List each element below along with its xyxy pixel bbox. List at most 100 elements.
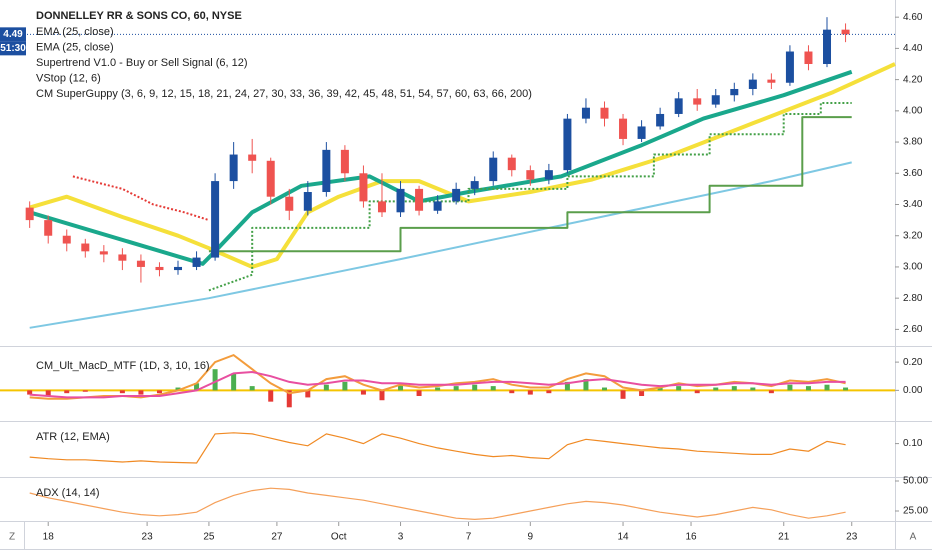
overlay-line xyxy=(29,161,852,329)
candle-body xyxy=(489,157,498,182)
candle-body xyxy=(674,98,683,114)
y-tick-label: 3.40 xyxy=(903,199,923,210)
countdown: 51:30 xyxy=(0,43,26,54)
legend-entry: Supertrend V1.0 - Buy or Sell Signal (6,… xyxy=(36,57,248,69)
histogram-bar xyxy=(453,386,459,391)
pane-title: CM_Ult_MacD_MTF (1D, 3, 10, 16) xyxy=(36,360,210,372)
y-tick-label: 2.60 xyxy=(903,324,923,335)
y-tick-label: 50.00 xyxy=(903,476,928,487)
overlay-line xyxy=(72,175,210,222)
candle-body xyxy=(229,154,238,182)
x-tick-label: 27 xyxy=(271,532,283,543)
y-tick-label: 3.60 xyxy=(903,168,923,179)
candle-body xyxy=(396,188,405,213)
histogram-bar xyxy=(676,386,682,391)
histogram-bar xyxy=(601,387,607,391)
histogram-bar xyxy=(472,384,478,391)
candle-body xyxy=(248,154,257,161)
candle-body xyxy=(62,235,71,244)
corner-right: A xyxy=(910,532,917,543)
y-tick-label: 3.00 xyxy=(903,262,923,273)
histogram-bar xyxy=(194,383,200,391)
chart-title: DONNELLEY RR & SONS CO, 60, NYSE xyxy=(36,10,242,22)
candle-body xyxy=(118,254,127,261)
overlay-line xyxy=(29,69,853,266)
y-tick-label: 0.00 xyxy=(903,385,923,396)
x-tick-label: 7 xyxy=(466,532,472,543)
candle-body xyxy=(581,107,590,119)
histogram-bar xyxy=(490,386,496,391)
indicator-line xyxy=(29,370,846,399)
corner-left: Z xyxy=(9,532,15,543)
legend-entry: CM SuperGuppy (3, 6, 9, 12, 15, 18, 21, … xyxy=(36,88,532,100)
histogram-bar xyxy=(843,387,849,391)
x-tick-label: Oct xyxy=(331,532,347,543)
x-tick-label: 25 xyxy=(203,532,215,543)
candle-body xyxy=(25,207,34,221)
legend-entry: EMA (25, close) xyxy=(36,41,114,53)
x-tick-label: 3 xyxy=(398,532,404,543)
y-tick-label: 25.00 xyxy=(903,506,928,517)
histogram-bar xyxy=(286,390,292,408)
histogram-bar xyxy=(768,390,774,394)
y-tick-label: 4.20 xyxy=(903,74,923,85)
candle-body xyxy=(285,196,294,211)
indicator-line xyxy=(29,432,846,464)
y-tick-label: 4.00 xyxy=(903,105,923,116)
overlay-line xyxy=(208,116,852,253)
histogram-bar xyxy=(620,390,626,399)
candle-body xyxy=(44,220,53,236)
histogram-bar xyxy=(323,384,329,391)
histogram-bar xyxy=(824,384,830,391)
candle-body xyxy=(526,170,535,180)
histogram-bar xyxy=(546,390,552,394)
candle-body xyxy=(563,118,572,171)
histogram-bar xyxy=(360,390,366,395)
x-tick-label: 23 xyxy=(142,532,154,543)
legend-entry: EMA (25, close) xyxy=(36,26,114,38)
candle-body xyxy=(192,257,201,267)
candle-body xyxy=(767,79,776,83)
y-tick-label: 3.80 xyxy=(903,137,923,148)
candle-body xyxy=(656,113,665,127)
histogram-bar xyxy=(435,387,441,391)
histogram-bar xyxy=(305,390,311,398)
x-tick-label: 18 xyxy=(43,532,55,543)
x-tick-label: 16 xyxy=(685,532,697,543)
histogram-bar xyxy=(509,390,515,394)
histogram-bar xyxy=(212,369,218,391)
histogram-bar xyxy=(564,381,570,391)
histogram-bar xyxy=(639,390,645,396)
histogram-bar xyxy=(657,387,663,391)
candle-body xyxy=(470,181,479,189)
histogram-bar xyxy=(82,390,88,392)
candle-body xyxy=(711,95,720,105)
histogram-bar xyxy=(527,390,533,395)
candle-body xyxy=(340,149,349,174)
x-tick-label: 21 xyxy=(778,532,790,543)
histogram-bar xyxy=(713,387,719,391)
candle-body xyxy=(136,260,145,267)
histogram-bar xyxy=(175,387,181,391)
candle-body xyxy=(155,266,164,271)
candle-body xyxy=(544,170,553,180)
histogram-bar xyxy=(45,390,51,396)
candle-body xyxy=(266,160,275,197)
candle-body xyxy=(452,188,461,202)
histogram-bar xyxy=(787,384,793,391)
x-tick-label: 14 xyxy=(617,532,629,543)
overlay-line xyxy=(208,102,852,292)
histogram-bar xyxy=(119,390,125,394)
histogram-bar xyxy=(231,373,237,391)
candle-body xyxy=(748,79,757,89)
candle-body xyxy=(174,266,183,271)
candle-body xyxy=(507,157,516,171)
histogram-bar xyxy=(379,390,385,401)
x-tick-label: 23 xyxy=(846,532,858,543)
candle-body xyxy=(433,201,442,211)
candle-body xyxy=(377,201,386,213)
histogram-bar xyxy=(583,379,589,391)
candle-body xyxy=(81,243,90,252)
histogram-bar xyxy=(249,386,255,391)
